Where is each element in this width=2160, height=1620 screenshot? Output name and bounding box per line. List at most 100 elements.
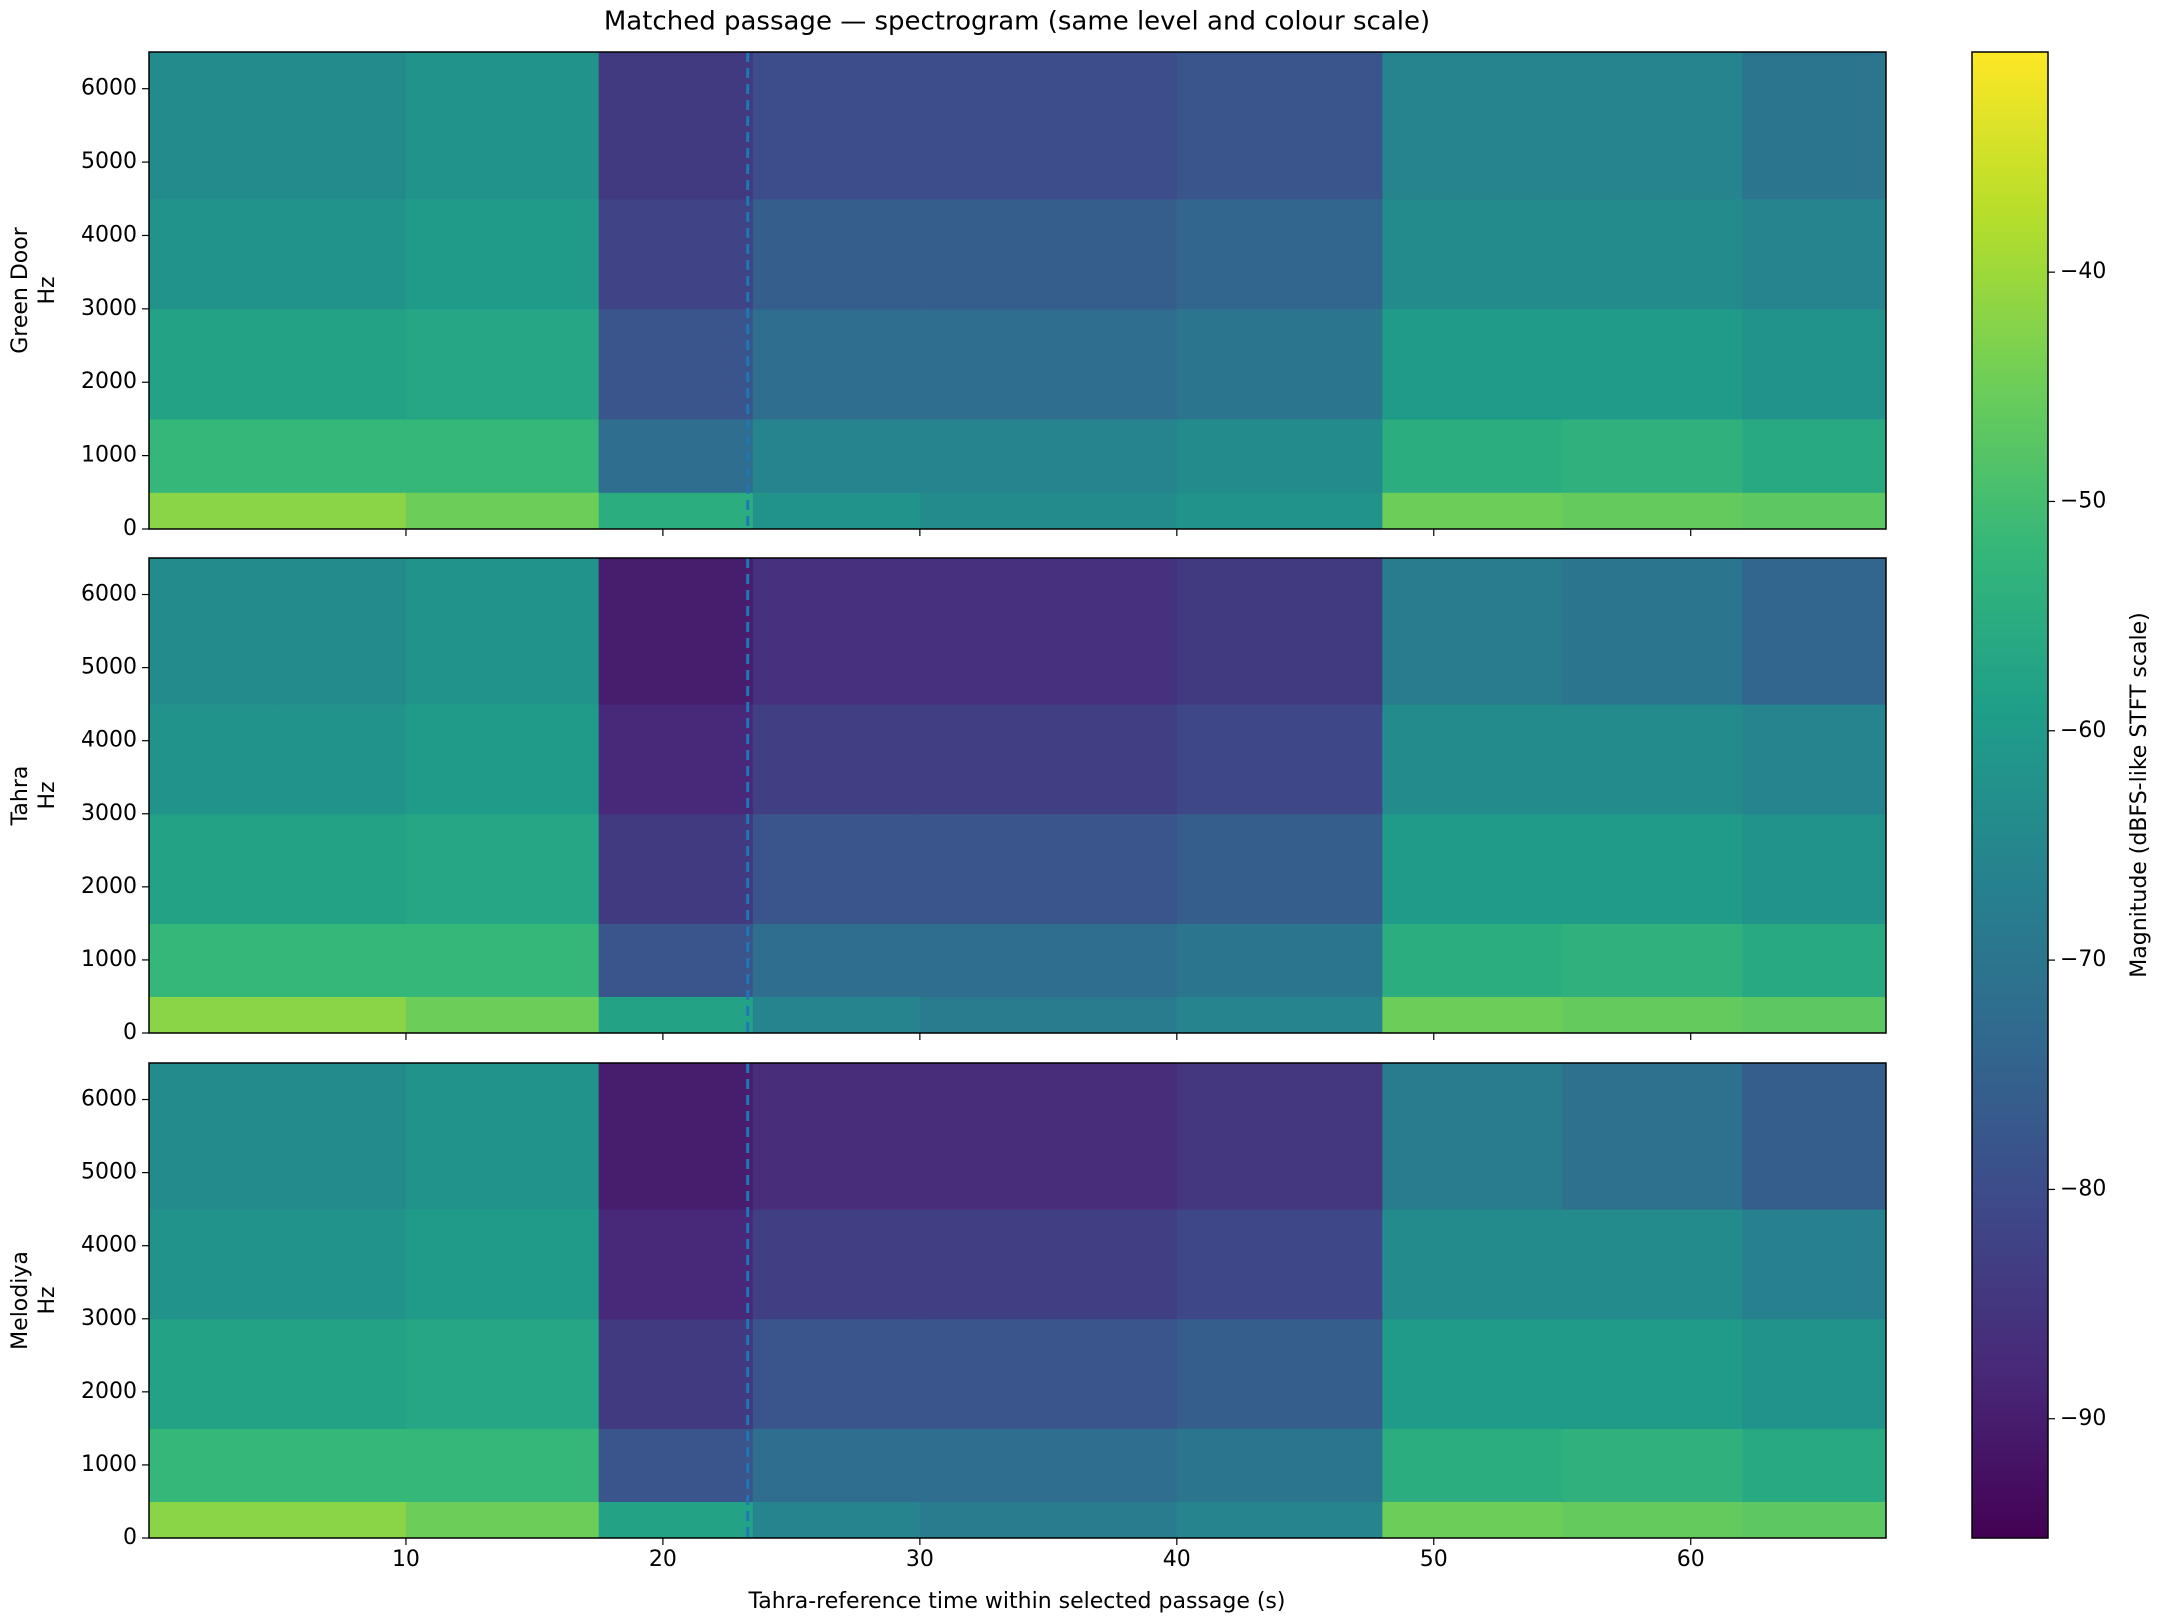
heatmap-cell xyxy=(149,492,278,530)
heatmap-cell xyxy=(752,1428,921,1502)
heatmap-cell xyxy=(405,923,600,997)
y-tick-label: 6000 xyxy=(81,76,137,101)
heatmap-cell xyxy=(405,1501,600,1539)
y-tick-label: 6000 xyxy=(81,582,137,607)
heatmap-cell xyxy=(1562,52,1743,200)
heatmap-cell xyxy=(1742,308,1887,420)
heatmap-cell xyxy=(919,558,1178,705)
heatmap-cell xyxy=(1742,52,1887,200)
heatmap-cell xyxy=(1382,704,1563,815)
y-tick-label: 5000 xyxy=(81,655,137,680)
heatmap-cell xyxy=(1562,1209,1743,1320)
y-axis-label: Hz xyxy=(35,276,60,304)
heatmap-cell xyxy=(149,1063,278,1210)
heatmap-cell xyxy=(1176,1501,1383,1539)
colorbar-tick-label: −90 xyxy=(2060,1406,2106,1431)
heatmap-cell xyxy=(1176,1063,1383,1210)
heatmap-cell xyxy=(1382,492,1563,530)
heatmap-cell xyxy=(919,308,1178,420)
heatmap-cell xyxy=(277,923,407,997)
heatmap-cell xyxy=(598,52,754,200)
heatmap-cell xyxy=(1562,1063,1743,1210)
heatmap-cell xyxy=(405,52,600,200)
heatmap-cell xyxy=(919,923,1178,997)
heatmap-cell xyxy=(277,492,407,530)
heatmap-cell xyxy=(1742,704,1887,815)
chart-title: Matched passage — spectrogram (same leve… xyxy=(604,7,1430,37)
y-tick-label: 2000 xyxy=(81,874,137,899)
heatmap-cell xyxy=(1562,1501,1743,1539)
heatmap-cell xyxy=(1176,308,1383,420)
heatmap-cell xyxy=(919,492,1178,530)
heatmap-cell xyxy=(1562,558,1743,705)
heatmap-cell xyxy=(149,1501,278,1539)
y-axis-label: Tahra xyxy=(8,766,33,827)
heatmap-cell xyxy=(1382,923,1563,997)
heatmap-cell xyxy=(1382,813,1563,924)
heatmap-cell xyxy=(919,1209,1178,1320)
heatmap-cell xyxy=(1742,558,1887,705)
heatmap-cell xyxy=(1742,492,1887,530)
heatmap-cell xyxy=(752,1209,921,1320)
heatmap-cell xyxy=(277,308,407,420)
heatmap-cell xyxy=(1382,198,1563,310)
heatmap-cell xyxy=(1742,1501,1887,1539)
heatmap-cell xyxy=(598,1428,754,1502)
heatmap-cell xyxy=(405,492,600,530)
y-tick-label: 5000 xyxy=(81,149,137,174)
heatmap-cell xyxy=(1742,1209,1887,1320)
heatmap-cell xyxy=(1176,1209,1383,1320)
heatmap-cell xyxy=(149,1428,278,1502)
heatmap-cell xyxy=(149,308,278,420)
heatmap-cell xyxy=(1382,1318,1563,1429)
heatmap-cell xyxy=(1742,1428,1887,1502)
colorbar-label: Magnitude (dBFS-like STFT scale) xyxy=(2127,612,2152,977)
heatmap-cell xyxy=(1176,996,1383,1034)
heatmap-cell xyxy=(598,996,754,1034)
x-tick-label: 40 xyxy=(1163,1547,1191,1572)
heatmap-cell xyxy=(752,1501,921,1539)
heatmap-cell xyxy=(598,308,754,420)
heatmap-cell xyxy=(919,813,1178,924)
y-tick-label: 2000 xyxy=(81,369,137,394)
y-tick-label: 2000 xyxy=(81,1379,137,1404)
heatmap-cell xyxy=(1562,813,1743,924)
heatmap-cell xyxy=(405,1428,600,1502)
heatmap-cell xyxy=(1742,996,1887,1034)
heatmap-cell xyxy=(1176,418,1383,493)
heatmap-cell xyxy=(1382,418,1563,493)
x-tick-label: 50 xyxy=(1420,1547,1448,1572)
y-tick-label: 4000 xyxy=(81,222,137,247)
heatmap-cell xyxy=(149,1209,278,1320)
axes-frame xyxy=(148,51,1887,530)
heatmap-cell xyxy=(752,813,921,924)
heatmap-cell xyxy=(1562,418,1743,493)
y-tick-label: 3000 xyxy=(81,801,137,826)
heatmap-cell xyxy=(405,1318,600,1429)
heatmap-cell xyxy=(1562,1318,1743,1429)
heatmap-cell xyxy=(149,704,278,815)
heatmap-cell xyxy=(1742,813,1887,924)
heatmap-cell xyxy=(405,198,600,310)
heatmap-cell xyxy=(277,1063,407,1210)
heatmap-cell xyxy=(1176,198,1383,310)
heatmap-cell xyxy=(1562,923,1743,997)
heatmap-cell xyxy=(149,923,278,997)
heatmap-cell xyxy=(405,1063,600,1210)
heatmap-cell xyxy=(405,308,600,420)
colorbar-tick-label: −50 xyxy=(2060,488,2106,513)
heatmap-cell xyxy=(277,418,407,493)
y-tick-label: 0 xyxy=(123,516,137,541)
heatmap-cell xyxy=(919,198,1178,310)
heatmap-cell xyxy=(1562,492,1743,530)
heatmap-cell xyxy=(1562,704,1743,815)
heatmap-cell xyxy=(1382,1209,1563,1320)
heatmap-cell xyxy=(598,492,754,530)
heatmap-cell xyxy=(919,1501,1178,1539)
heatmap-cell xyxy=(1382,558,1563,705)
heatmap-cell xyxy=(1742,1063,1887,1210)
x-tick-label: 10 xyxy=(392,1547,420,1572)
axes-frame xyxy=(148,557,1887,1034)
heatmap-cell xyxy=(752,923,921,997)
heatmap-cell xyxy=(277,813,407,924)
